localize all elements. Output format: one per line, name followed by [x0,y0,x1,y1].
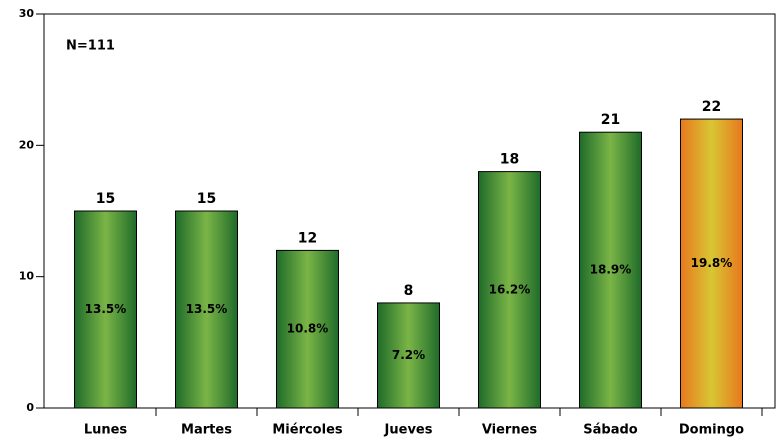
x-tick-label: Lunes [84,423,128,438]
percent-label: 7.2% [392,348,425,362]
bar [579,131,642,409]
bar [74,210,137,409]
value-label: 12 [298,230,317,246]
x-tick-label: Jueves [384,423,433,438]
value-label: 15 [197,191,216,207]
y-tick-label: 30 [19,7,35,20]
percent-label: 18.9% [590,263,632,277]
percent-label: 19.8% [691,256,733,270]
y-tick-label: 20 [19,138,35,151]
bar [478,171,541,409]
y-tick-label: 0 [26,401,34,414]
x-tick-label: Martes [181,423,232,438]
x-tick-label: Sábado [583,423,638,438]
y-tick-label: 10 [19,270,35,283]
value-label: 18 [500,152,519,168]
x-tick-label: Miércoles [272,423,343,438]
x-tick-label: Viernes [482,423,538,438]
bar [680,118,743,409]
percent-label: 10.8% [287,322,329,336]
percent-label: 16.2% [489,282,531,296]
annotation: N=111 [66,39,115,54]
bar [377,302,440,409]
bar [175,210,238,409]
value-label: 21 [601,112,620,128]
value-label: 15 [96,191,115,207]
value-label: 22 [702,99,721,115]
value-label: 8 [404,283,414,299]
percent-label: 13.5% [85,302,127,316]
percent-label: 13.5% [186,302,228,316]
x-tick-label: Domingo [679,423,744,438]
bar [276,249,339,409]
